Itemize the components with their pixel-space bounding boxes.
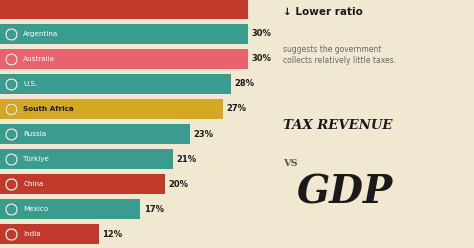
Text: VS: VS [283, 159, 297, 168]
Text: GDP: GDP [297, 174, 393, 212]
Text: South Africa: South Africa [23, 106, 74, 112]
Text: 17%: 17% [144, 205, 164, 214]
Bar [0, 24, 248, 44]
Text: 12%: 12% [102, 230, 123, 239]
Text: Russia: Russia [23, 131, 46, 137]
Text: India: India [23, 231, 41, 237]
Text: 23%: 23% [193, 129, 213, 139]
Bar [0, 174, 165, 194]
Bar [0, 0, 248, 19]
Text: 28%: 28% [235, 79, 255, 89]
Text: Argentina: Argentina [23, 31, 58, 37]
Bar [0, 149, 173, 169]
Text: suggests the government
collects relatively little taxes.: suggests the government collects relativ… [283, 45, 396, 65]
Text: 27%: 27% [226, 104, 246, 114]
Bar [0, 49, 248, 69]
Bar [0, 74, 231, 94]
Bar [0, 99, 223, 119]
Bar [0, 199, 140, 219]
Text: China: China [23, 181, 44, 187]
Text: Australia: Australia [23, 56, 55, 62]
Text: 30%: 30% [251, 54, 271, 63]
Text: 30%: 30% [251, 29, 271, 38]
Text: 21%: 21% [177, 155, 197, 164]
Text: Mexico: Mexico [23, 206, 48, 212]
Text: Türkiye: Türkiye [23, 156, 49, 162]
Text: TAX REVENUE: TAX REVENUE [283, 119, 392, 132]
Text: 20%: 20% [168, 180, 189, 189]
Bar [0, 224, 99, 244]
Bar [0, 124, 190, 144]
Text: U.S.: U.S. [23, 81, 37, 87]
Text: ↓ Lower ratio: ↓ Lower ratio [283, 7, 363, 17]
